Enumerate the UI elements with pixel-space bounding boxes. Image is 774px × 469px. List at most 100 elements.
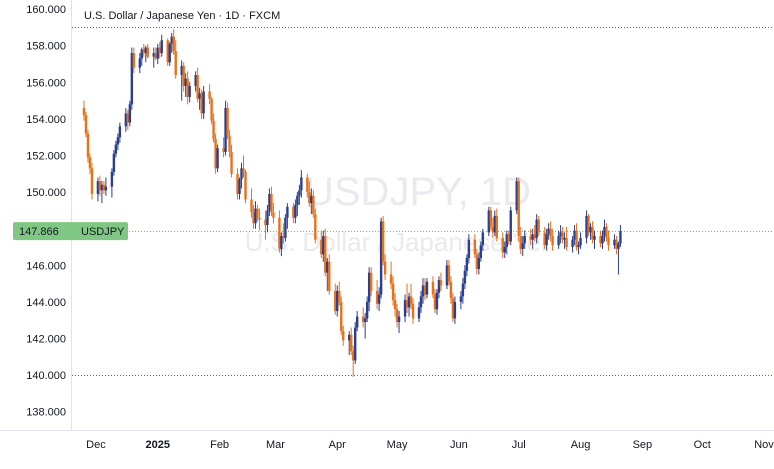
candle-body: [379, 221, 383, 295]
candle-body: [381, 221, 385, 262]
watermark-symbol: USDJPY, 1D: [305, 170, 531, 214]
candle-body: [451, 298, 455, 319]
candle-body: [593, 236, 596, 240]
candle-body: [128, 104, 132, 123]
candle-body: [212, 120, 215, 140]
candle-body: [334, 290, 337, 312]
candle-body: [272, 212, 275, 218]
candle-body: [397, 316, 401, 323]
x-tick-label: Mar: [266, 439, 285, 451]
x-tick-label: Nov: [754, 439, 774, 451]
candle-body: [326, 261, 329, 273]
candle-body: [166, 40, 169, 63]
candle-body: [280, 236, 283, 249]
candle-body: [613, 239, 616, 246]
candle-body: [607, 237, 610, 246]
candle-body: [351, 351, 355, 361]
candle-body: [377, 294, 381, 304]
candle-body: [509, 210, 512, 242]
candle-body: [226, 107, 229, 136]
candle-body: [194, 75, 197, 86]
candle-body: [563, 237, 566, 240]
y-tick-label: 138.000: [26, 407, 66, 419]
candle-body: [355, 316, 359, 328]
candle-body: [116, 137, 120, 145]
candle-body: [90, 168, 94, 194]
candle-body: [465, 258, 469, 271]
candle-body: [100, 184, 104, 191]
candle-body: [130, 53, 134, 105]
candle-body: [571, 239, 574, 248]
candle-body: [619, 231, 622, 244]
candle-body: [152, 53, 155, 57]
axes: [0, 0, 774, 431]
candle-body: [208, 91, 211, 99]
candle-body: [214, 139, 217, 169]
candle-body: [391, 283, 395, 301]
candle-body: [340, 301, 343, 332]
candle-body: [453, 301, 457, 319]
candle-body: [286, 206, 289, 218]
candle-body: [361, 316, 365, 323]
candle-body: [417, 307, 421, 319]
candle-body: [144, 47, 147, 54]
candle-body: [84, 115, 88, 134]
y-tick-label: 154.000: [26, 114, 66, 126]
candle-body: [306, 177, 309, 193]
candle-body: [463, 270, 467, 284]
candle-body: [324, 236, 327, 273]
candle-body: [296, 195, 299, 205]
last-price-value: 147.866: [19, 226, 59, 238]
candle-body: [615, 239, 618, 249]
candle-body: [535, 219, 538, 238]
candle-body: [202, 91, 205, 114]
candle-body: [222, 148, 225, 152]
candle-body: [561, 232, 564, 240]
candle-body: [495, 215, 498, 238]
x-tick-label: Oct: [694, 439, 711, 451]
candle-body: [172, 36, 175, 52]
candle-body: [479, 245, 483, 258]
candle-body: [336, 290, 339, 312]
candle-body: [505, 234, 508, 248]
candle-body: [112, 153, 116, 172]
candle-body: [210, 98, 213, 121]
candle-body: [270, 193, 273, 213]
candle-body: [491, 226, 495, 233]
candle-body: [419, 296, 423, 308]
candle-body: [507, 234, 510, 242]
candle-body: [445, 265, 449, 286]
candle-body: [353, 327, 357, 361]
y-tick-label: 152.000: [26, 151, 66, 163]
candle-body: [158, 47, 161, 54]
candle-body: [312, 195, 315, 215]
candle-body: [238, 179, 241, 194]
candle-body: [545, 234, 548, 246]
candle-body: [557, 236, 560, 246]
candles: [82, 29, 622, 377]
candle-body: [310, 195, 313, 204]
candle-body: [531, 234, 534, 240]
candle-body: [475, 254, 479, 269]
candle-body: [322, 236, 325, 255]
candle-body: [292, 206, 295, 218]
y-tick-label: 150.000: [26, 187, 66, 199]
candle-body: [126, 113, 130, 123]
candle-body: [551, 236, 554, 246]
candle-body: [433, 294, 437, 310]
candle-body: [403, 300, 407, 317]
candle-body: [573, 230, 576, 240]
candle-body: [369, 272, 373, 291]
candle-body: [132, 53, 136, 68]
candle-body: [603, 226, 606, 237]
candle-body: [282, 236, 285, 238]
candle-body: [449, 281, 453, 299]
candle-body: [585, 215, 588, 238]
candle-body: [473, 239, 477, 255]
candle-body: [182, 65, 185, 86]
candle-body: [88, 157, 92, 169]
candle-body: [216, 148, 219, 169]
candle-body: [393, 300, 397, 310]
candle-body: [140, 49, 144, 59]
candle-body: [180, 65, 183, 76]
